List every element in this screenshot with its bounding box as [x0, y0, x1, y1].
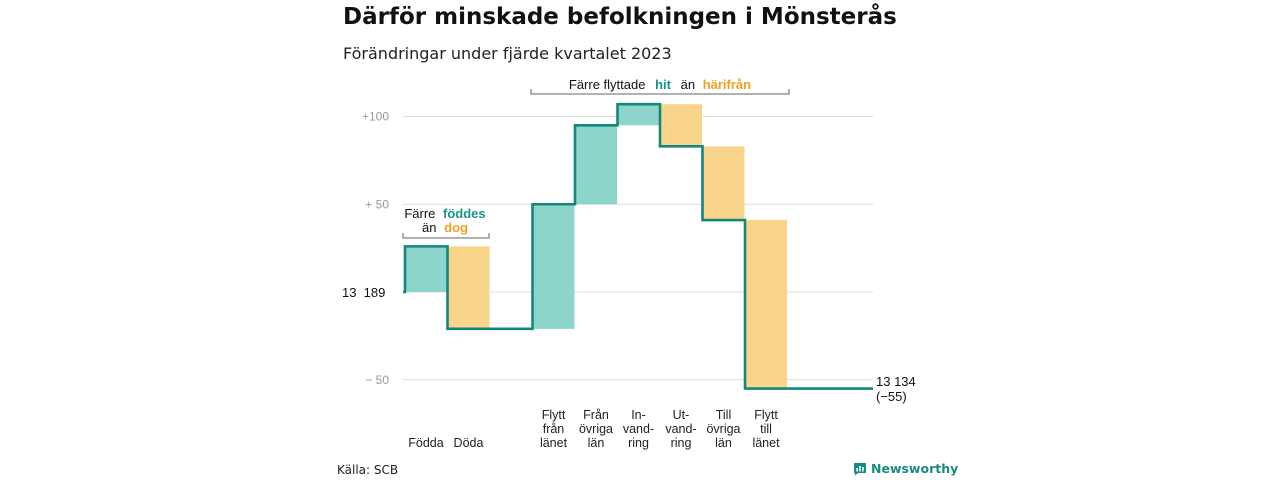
newsworthy-logo-icon: [854, 462, 866, 475]
category-label-fodda: Födda: [408, 436, 443, 450]
births-annotation-prefix: Färre: [404, 206, 435, 221]
category-label-utvandring: ring: [671, 436, 692, 450]
moves-annotation-hit: hit: [655, 77, 672, 92]
category-label-till_ovriga_lan: Till: [716, 408, 732, 422]
y-tick-label: + 50: [365, 197, 389, 211]
moves-annotation-harifran: härifrån: [703, 77, 751, 92]
category-label-flytt_fran_lanet: länet: [540, 436, 568, 450]
source-note: Källa: SCB: [337, 463, 399, 477]
moves-annotation-prefix: Färre flyttade: [569, 77, 646, 92]
bar-utvandring: [660, 104, 702, 147]
category-label-utvandring: vand-: [665, 422, 696, 436]
moves-annotation-bracket: [530, 89, 790, 95]
category-label-flytt_till_lanet: Flytt: [754, 408, 778, 422]
bar-invandring: [617, 104, 660, 126]
category-label-till_ovriga_lan: övriga: [706, 422, 740, 436]
bar-doda: [447, 246, 490, 329]
bar-flytt_fran_lanet: [532, 204, 575, 329]
births-annotation-highlight2: dog: [444, 220, 468, 235]
end-change-label: (−55): [876, 389, 907, 404]
births-annotation: Färre föddes än dog: [402, 206, 490, 239]
svg-text:Färre föddes: Färre föddes: [404, 206, 485, 221]
category-label-fran_ovriga_lan: övriga: [579, 422, 613, 436]
category-label-flytt_fran_lanet: Flytt: [542, 408, 566, 422]
category-label-fran_ovriga_lan: Från: [583, 408, 609, 422]
births-annotation-bracket: [402, 233, 490, 239]
moves-annotation-middle: än: [681, 77, 695, 92]
category-label-flytt_fran_lanet: från: [543, 422, 565, 436]
category-label-till_ovriga_lan: län: [715, 436, 732, 450]
bar-fran_ovriga_lan: [575, 125, 617, 205]
bar-fodda: [405, 246, 447, 292]
end-value-label: 13 134: [876, 374, 916, 389]
category-label-invandring: In-: [631, 408, 646, 422]
category-label-utvandring: Ut-: [673, 408, 690, 422]
category-label-flytt_till_lanet: till: [760, 422, 772, 436]
bar-till_ovriga_lan: [702, 146, 745, 221]
category-label-flytt_till_lanet: länet: [752, 436, 780, 450]
svg-text:Färre flyttade hit: Färre flyttade hit än härifrån: [569, 77, 751, 92]
births-annotation-prefix2: än: [422, 220, 436, 235]
category-label-invandring: ring: [628, 436, 649, 450]
chart-subtitle: Förändringar under fjärde kvartalet 2023: [343, 44, 672, 63]
category-label-fran_ovriga_lan: län: [588, 436, 605, 450]
births-annotation-highlight: föddes: [443, 206, 486, 221]
start-value-label: 13 189: [342, 285, 385, 300]
svg-text:än dog: än dog: [422, 220, 468, 235]
y-tick-label: +100: [362, 110, 389, 124]
chart-title: Därför minskade befolkningen i Mönsterås: [343, 4, 897, 30]
bar-flytt_till_lanet: [745, 220, 787, 389]
y-tick-label: − 50: [365, 373, 389, 387]
brand-name: Newsworthy: [871, 461, 959, 476]
category-label-doda: Döda: [454, 436, 484, 450]
running-total-line: [403, 102, 873, 390]
moves-annotation: Färre flyttade hit än härifrån: [530, 77, 790, 95]
brand-logo: Newsworthy: [853, 461, 958, 476]
category-label-invandring: vand-: [623, 422, 654, 436]
